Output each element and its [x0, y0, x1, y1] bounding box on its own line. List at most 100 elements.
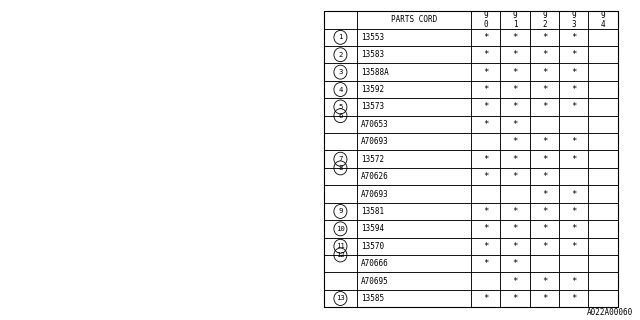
- Bar: [356, 46, 471, 63]
- Bar: [324, 133, 356, 150]
- Text: A70653: A70653: [361, 120, 389, 129]
- Text: A70695: A70695: [361, 276, 389, 285]
- Text: *: *: [483, 120, 488, 129]
- Bar: [588, 185, 618, 203]
- Text: *: *: [483, 68, 488, 77]
- Text: *: *: [541, 242, 547, 251]
- Text: 3: 3: [338, 69, 342, 75]
- Text: *: *: [541, 172, 547, 181]
- Text: 12: 12: [336, 252, 345, 258]
- Bar: [588, 290, 618, 307]
- Text: *: *: [541, 207, 547, 216]
- Text: 9
1: 9 1: [513, 11, 517, 28]
- Text: A70693: A70693: [361, 189, 389, 198]
- Text: *: *: [541, 137, 547, 146]
- Bar: [324, 168, 356, 185]
- Text: 13594: 13594: [361, 224, 384, 233]
- Text: *: *: [571, 276, 577, 285]
- Text: *: *: [541, 276, 547, 285]
- Bar: [500, 185, 530, 203]
- Bar: [530, 150, 559, 168]
- Text: *: *: [571, 102, 577, 111]
- Text: 13592: 13592: [361, 85, 384, 94]
- Text: *: *: [541, 155, 547, 164]
- Text: 13: 13: [336, 295, 345, 301]
- Bar: [471, 185, 500, 203]
- Bar: [324, 11, 356, 28]
- Bar: [500, 203, 530, 220]
- Bar: [559, 46, 588, 63]
- Bar: [559, 185, 588, 203]
- Text: *: *: [483, 50, 488, 59]
- Bar: [500, 133, 530, 150]
- Text: *: *: [541, 189, 547, 198]
- Text: *: *: [571, 50, 577, 59]
- Bar: [559, 290, 588, 307]
- Bar: [324, 46, 356, 63]
- Text: *: *: [513, 85, 518, 94]
- Bar: [324, 220, 356, 237]
- Bar: [559, 28, 588, 46]
- Bar: [500, 98, 530, 116]
- Bar: [356, 28, 471, 46]
- Text: 2: 2: [338, 52, 342, 58]
- Bar: [324, 185, 356, 203]
- Bar: [559, 255, 588, 272]
- Bar: [500, 63, 530, 81]
- Bar: [500, 255, 530, 272]
- Text: *: *: [513, 276, 518, 285]
- Bar: [588, 220, 618, 237]
- Bar: [471, 290, 500, 307]
- Bar: [588, 272, 618, 290]
- Bar: [588, 116, 618, 133]
- Text: 9: 9: [338, 208, 342, 214]
- Bar: [471, 46, 500, 63]
- Bar: [588, 46, 618, 63]
- Bar: [588, 203, 618, 220]
- Text: 13553: 13553: [361, 33, 384, 42]
- Bar: [471, 255, 500, 272]
- Bar: [559, 98, 588, 116]
- Bar: [530, 185, 559, 203]
- Text: 9
4: 9 4: [601, 11, 605, 28]
- Bar: [588, 133, 618, 150]
- Text: *: *: [571, 68, 577, 77]
- Text: *: *: [483, 207, 488, 216]
- Bar: [324, 290, 356, 307]
- Bar: [530, 203, 559, 220]
- Bar: [559, 237, 588, 255]
- Text: 13588A: 13588A: [361, 68, 389, 77]
- Text: *: *: [513, 33, 518, 42]
- Bar: [324, 63, 356, 81]
- Text: 9
0: 9 0: [483, 11, 488, 28]
- Bar: [559, 63, 588, 81]
- Text: *: *: [513, 155, 518, 164]
- Bar: [559, 168, 588, 185]
- Bar: [471, 237, 500, 255]
- Text: 13581: 13581: [361, 207, 384, 216]
- Text: *: *: [513, 259, 518, 268]
- Bar: [559, 203, 588, 220]
- Bar: [324, 116, 356, 133]
- Bar: [500, 272, 530, 290]
- Text: *: *: [513, 207, 518, 216]
- Text: *: *: [541, 85, 547, 94]
- Bar: [559, 150, 588, 168]
- Text: 6: 6: [338, 113, 342, 119]
- Text: A70693: A70693: [361, 137, 389, 146]
- Bar: [500, 81, 530, 98]
- Bar: [530, 272, 559, 290]
- Bar: [500, 11, 530, 28]
- Bar: [530, 290, 559, 307]
- Bar: [324, 237, 356, 255]
- Text: *: *: [483, 242, 488, 251]
- Bar: [356, 220, 471, 237]
- Bar: [588, 237, 618, 255]
- Text: 7: 7: [338, 156, 342, 162]
- Bar: [471, 98, 500, 116]
- Text: *: *: [541, 294, 547, 303]
- Bar: [559, 116, 588, 133]
- Bar: [588, 11, 618, 28]
- Bar: [356, 272, 471, 290]
- Bar: [559, 11, 588, 28]
